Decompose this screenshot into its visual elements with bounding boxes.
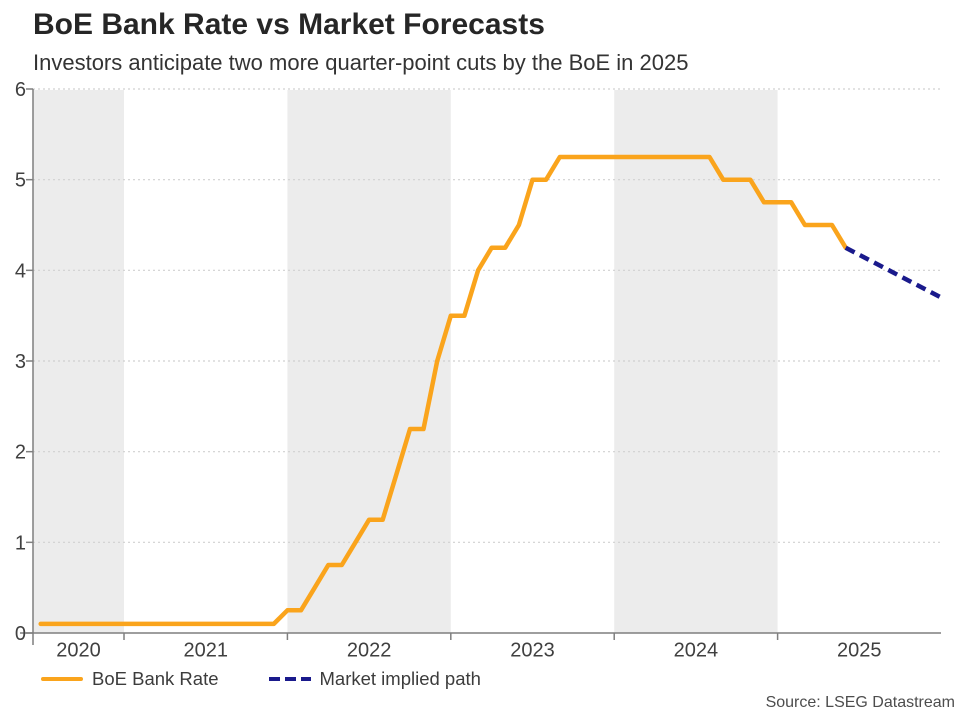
series-line-market-implied-path	[844, 245, 943, 300]
x-tick-label: 2021	[183, 640, 228, 662]
legend-label-boe-bank-rate: BoE Bank Rate	[92, 668, 219, 689]
series-line-boe-bank-rate	[38, 154, 848, 627]
x-tick-label: 2023	[510, 640, 555, 662]
x-tick-label: 2020	[56, 640, 101, 662]
x-tick-label: 2022	[347, 640, 392, 662]
y-tick-label: 6	[15, 79, 26, 101]
y-tick-label: 0	[15, 623, 26, 645]
legend: BoE Bank Rate Market implied path	[41, 668, 481, 690]
solid-line-swatch-icon	[41, 676, 83, 682]
y-tick-label: 1	[15, 532, 26, 554]
y-tick-label: 3	[15, 351, 26, 373]
chart-subtitle: Investors anticipate two more quarter-po…	[33, 50, 689, 75]
x-tick-label: 2025	[837, 640, 882, 662]
chart-title: BoE Bank Rate vs Market Forecasts	[33, 8, 545, 41]
x-tick-label: 2024	[674, 640, 719, 662]
dashed-line-swatch-icon	[268, 676, 311, 682]
source-note: Source: LSEG Datastream	[765, 694, 955, 711]
y-tick-label: 5	[15, 170, 26, 192]
legend-label-market-implied-path: Market implied path	[319, 668, 481, 689]
y-tick-label: 4	[15, 260, 26, 282]
legend-item-boe-bank-rate: BoE Bank Rate	[41, 668, 219, 690]
legend-item-market-implied-path: Market implied path	[268, 668, 481, 690]
y-tick-label: 2	[15, 442, 26, 464]
